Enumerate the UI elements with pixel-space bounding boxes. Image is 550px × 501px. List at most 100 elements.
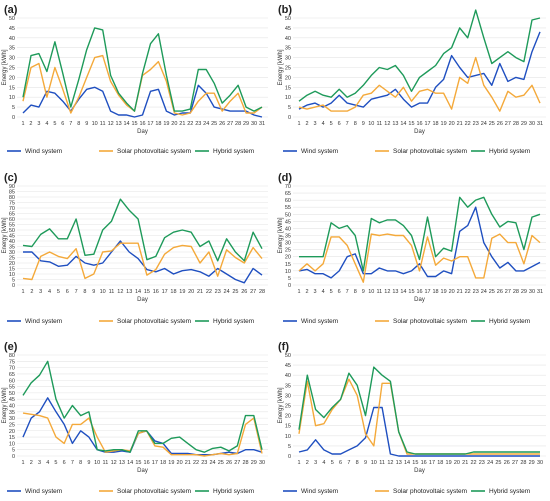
x-tick-label: 1 — [21, 460, 24, 466]
x-tick-label: 31 — [537, 121, 543, 127]
y-tick-label: 65 — [285, 191, 291, 197]
y-tick-label: 25 — [9, 422, 15, 428]
x-tick-label: 16 — [416, 289, 422, 295]
x-tick-label: 15 — [408, 121, 414, 127]
y-tick-label: 5 — [12, 105, 15, 111]
y-tick-label: 5 — [288, 444, 291, 450]
x-tick-label: 13 — [392, 121, 398, 127]
x-tick-label: 15 — [131, 121, 137, 127]
x-tick-label: 24 — [487, 460, 493, 466]
x-tick-label: 24 — [209, 460, 215, 466]
x-tick-label: 5 — [330, 289, 333, 295]
legend-label-solar: Solar photovoltaic system — [117, 318, 191, 325]
y-tick-label: 10 — [285, 269, 291, 275]
y-tick-label: 30 — [285, 393, 291, 399]
y-tick-label: 45 — [285, 26, 291, 32]
panel-label: (b) — [278, 4, 292, 16]
x-axis-label: Day — [414, 297, 425, 303]
x-tick-label: 4 — [48, 289, 51, 295]
x-tick-label: 4 — [322, 121, 325, 127]
x-tick-label: 12 — [108, 121, 114, 127]
x-tick-label: 3 — [38, 460, 41, 466]
x-tick-label: 23 — [215, 289, 221, 295]
x-tick-label: 12 — [384, 121, 390, 127]
y-tick-label: 40 — [285, 226, 291, 232]
y-tick-label: 0 — [12, 115, 15, 121]
x-tick-label: 9 — [364, 460, 367, 466]
legend-label-hybrid: Hybrid system — [489, 318, 530, 325]
x-tick-label: 18 — [433, 121, 439, 127]
x-axis-label: Day — [137, 297, 148, 303]
y-tick-label: 50 — [9, 16, 15, 22]
x-tick-label: 2 — [306, 460, 309, 466]
x-tick-label: 17 — [424, 121, 430, 127]
legend-label-solar: Solar photovoltaic system — [117, 488, 191, 495]
x-tick-label: 15 — [135, 460, 141, 466]
x-tick-label: 7 — [347, 460, 350, 466]
x-axis-label: Day — [414, 129, 425, 135]
legend-label-hybrid: Hybrid system — [213, 488, 254, 495]
x-tick-label: 16 — [139, 121, 145, 127]
legend-label-wind: Wind system — [25, 488, 62, 495]
x-tick-label: 8 — [79, 460, 82, 466]
x-tick-label: 13 — [392, 289, 398, 295]
y-tick-label: 0 — [12, 454, 15, 460]
x-tick-label: 20 — [177, 460, 183, 466]
x-tick-label: 21 — [185, 460, 191, 466]
x-tick-label: 14 — [400, 121, 406, 127]
x-tick-label: 24 — [481, 121, 487, 127]
x-tick-label: 20 — [171, 121, 177, 127]
x-tick-label: 7 — [346, 289, 349, 295]
x-tick-label: 15 — [412, 460, 418, 466]
x-tick-label: 25 — [232, 289, 238, 295]
x-tick-label: 6 — [338, 121, 341, 127]
y-tick-label: 45 — [9, 26, 15, 32]
x-tick-label: 31 — [259, 121, 265, 127]
y-tick-label: 15 — [285, 424, 291, 430]
x-tick-label: 2 — [306, 289, 309, 295]
x-tick-label: 11 — [100, 121, 106, 127]
y-tick-label: 35 — [285, 234, 291, 240]
series-line-solar — [22, 54, 263, 116]
x-tick-label: 23 — [473, 289, 479, 295]
x-tick-label: 14 — [404, 460, 410, 466]
x-tick-label: 13 — [126, 289, 132, 295]
y-tick-label: 15 — [285, 262, 291, 268]
x-tick-label: 19 — [179, 289, 185, 295]
y-tick-label: 0 — [12, 283, 15, 289]
x-tick-label: 18 — [437, 460, 443, 466]
x-tick-label: 29 — [529, 460, 535, 466]
series-line-hybrid — [22, 198, 263, 262]
x-tick-label: 8 — [356, 460, 359, 466]
x-tick-label: 8 — [354, 121, 357, 127]
y-axis-label: Energy [kWh] — [2, 49, 8, 85]
x-tick-label: 1 — [297, 289, 300, 295]
x-tick-label: 12 — [387, 460, 393, 466]
x-tick-label: 21 — [179, 121, 185, 127]
x-tick-label: 27 — [250, 289, 256, 295]
x-tick-label: 3 — [314, 460, 317, 466]
x-tick-label: 29 — [521, 121, 527, 127]
y-tick-label: 60 — [9, 378, 15, 384]
x-tick-label: 31 — [537, 289, 543, 295]
x-tick-label: 6 — [339, 460, 342, 466]
x-tick-label: 21 — [457, 289, 463, 295]
x-tick-label: 3 — [314, 289, 317, 295]
x-tick-label: 4 — [322, 460, 325, 466]
x-tick-label: 7 — [69, 121, 72, 127]
x-tick-label: 11 — [103, 460, 109, 466]
x-tick-label: 28 — [520, 460, 526, 466]
y-tick-label: 35 — [9, 245, 15, 251]
x-tick-label: 1 — [21, 121, 24, 127]
y-tick-label: 80 — [9, 353, 15, 359]
x-tick-label: 30 — [529, 289, 535, 295]
x-tick-label: 28 — [242, 460, 248, 466]
x-tick-label: 29 — [251, 460, 257, 466]
legend-label-hybrid: Hybrid system — [213, 318, 254, 325]
x-tick-label: 7 — [75, 289, 78, 295]
x-tick-label: 9 — [85, 121, 88, 127]
y-tick-label: 30 — [285, 241, 291, 247]
y-tick-label: 25 — [9, 256, 15, 262]
y-tick-label: 70 — [9, 206, 15, 212]
x-tick-label: 16 — [153, 289, 159, 295]
